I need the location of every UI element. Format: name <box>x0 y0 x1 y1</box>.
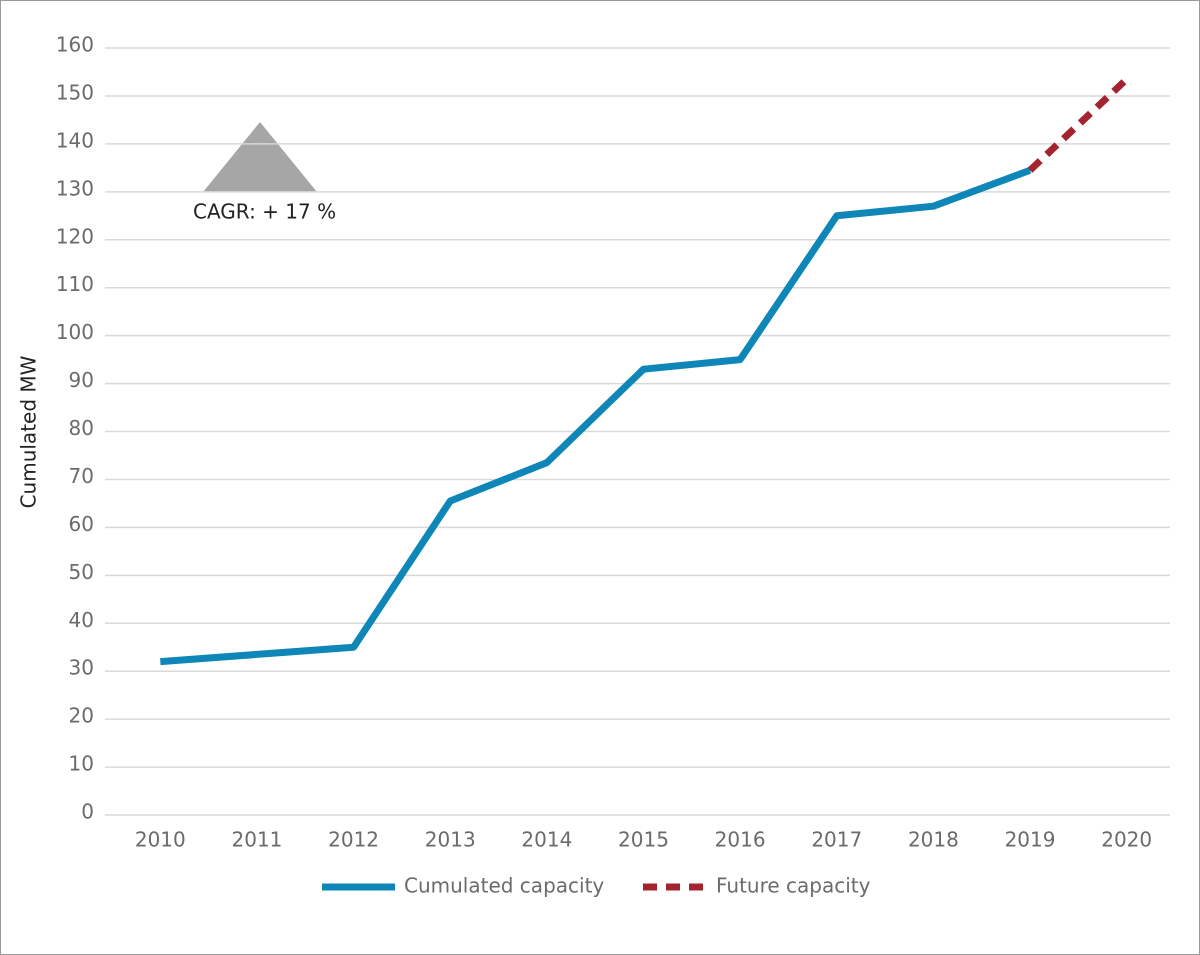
y-tick-label: 150 <box>56 80 94 104</box>
legend-label: Cumulated capacity <box>404 874 604 898</box>
series-line <box>160 166 1032 666</box>
y-tick-label: 10 <box>69 752 94 776</box>
x-tick-label: 2016 <box>715 828 766 852</box>
x-tick-label: 2012 <box>328 828 379 852</box>
y-tick-label: 50 <box>69 560 94 584</box>
x-tick-label: 2017 <box>811 828 862 852</box>
y-tick-label: 110 <box>56 272 94 296</box>
x-tick-label: 2018 <box>908 828 959 852</box>
x-tick-label: 2013 <box>425 828 476 852</box>
legend-label: Future capacity <box>716 874 871 898</box>
y-tick-label: 0 <box>81 800 94 824</box>
x-tick-label: 2010 <box>135 828 186 852</box>
x-tick-label: 2015 <box>618 828 669 852</box>
y-tick-label: 120 <box>56 224 94 248</box>
growth-triangle <box>203 122 317 192</box>
y-tick-label: 130 <box>56 176 94 200</box>
y-tick-label: 100 <box>56 320 94 344</box>
annotation: CAGR: + 17 % <box>193 200 336 224</box>
x-tick-label: 2020 <box>1101 828 1152 852</box>
x-tick-label: 2011 <box>232 828 283 852</box>
y-tick-label: 140 <box>56 128 94 152</box>
y-tick-label: 40 <box>69 608 94 632</box>
y-tick-label: 60 <box>69 512 94 536</box>
y-tick-label: 90 <box>69 368 94 392</box>
y-axis-label: Cumulated MW <box>17 355 41 508</box>
x-tick-label: 2014 <box>521 828 572 852</box>
y-tick-label: 80 <box>69 416 94 440</box>
x-tick-label: 2019 <box>1005 828 1056 852</box>
y-tick-label: 30 <box>69 656 94 680</box>
y-tick-label: 70 <box>69 464 94 488</box>
y-tick-label: 20 <box>69 704 94 728</box>
y-tick-label: 160 <box>56 33 94 57</box>
